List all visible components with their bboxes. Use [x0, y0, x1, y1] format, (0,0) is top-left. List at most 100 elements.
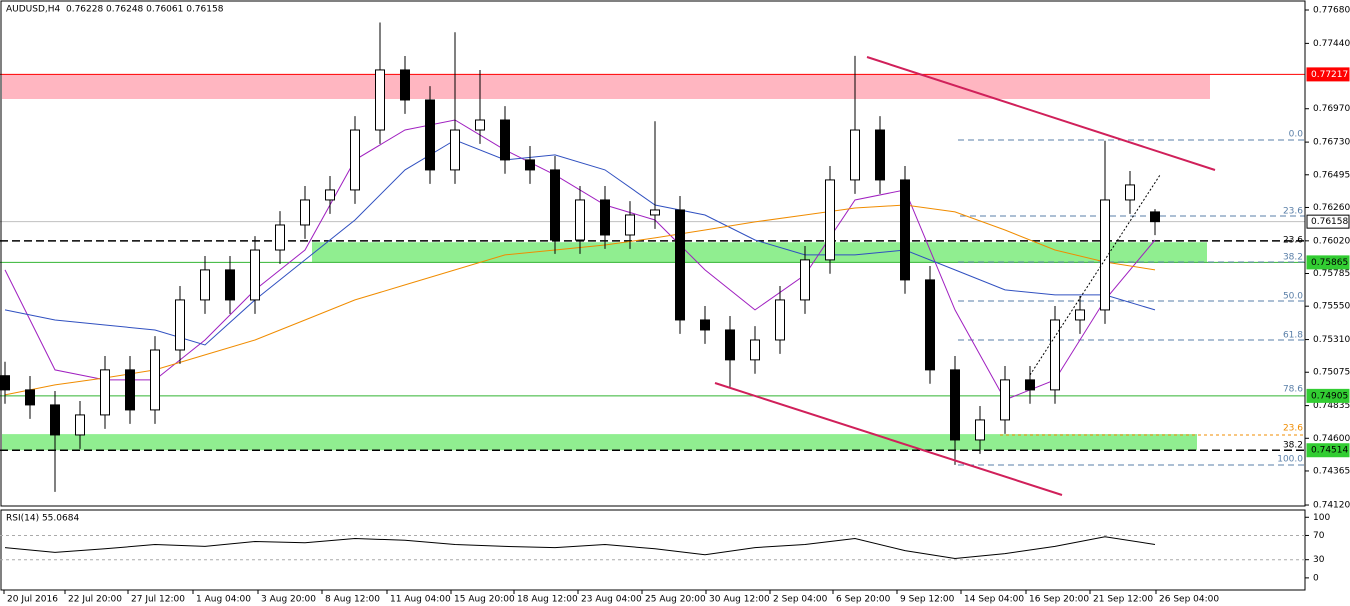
- candle-body: [850, 129, 860, 181]
- rsi-frame: [0, 509, 1306, 591]
- time-axis: 20 Jul 2016 22 Jul 20:00 27 Jul 12:00 1 Aug…: [3, 590, 1219, 605]
- rsi-tick-label: 70: [1313, 531, 1325, 541]
- candle-body: [425, 99, 435, 171]
- fib-label: 23.6: [1283, 424, 1303, 434]
- price-label-box: [1306, 388, 1350, 403]
- y-tick-label: 0.76020: [1313, 236, 1350, 246]
- fib-label: 78.6: [1283, 385, 1303, 395]
- candle-body: [300, 199, 310, 226]
- candle-body: [800, 259, 810, 301]
- fib-label: 50.0: [1283, 292, 1303, 302]
- candle-body: [100, 369, 110, 416]
- price-labels: 0.77217 0.76158 0.75865 0.74905 0.74514: [1306, 67, 1350, 458]
- zone: [2, 434, 1197, 451]
- y-tick-label: 0.75785: [1313, 269, 1350, 279]
- candle-body: [925, 279, 935, 371]
- candle-body: [50, 404, 60, 436]
- fibonacci: [958, 139, 1305, 466]
- candle-body: [225, 269, 235, 301]
- y-tick-label: 0.77440: [1313, 39, 1350, 49]
- x-tick-label: 3 Aug 20:00: [261, 595, 316, 605]
- x-tick-label: 14 Sep 04:00: [964, 595, 1024, 605]
- candle-body: [475, 119, 485, 131]
- chart-title: AUDUSD,H4 0.76228 0.76248 0.76061 0.7615…: [6, 5, 224, 15]
- rsi-title: RSI(14) 55.0684: [6, 514, 79, 524]
- y-tick-label: 0.76260: [1313, 203, 1350, 213]
- main-frame: [0, 0, 1306, 507]
- candle-body: [175, 299, 185, 351]
- candle-body: [700, 319, 710, 331]
- candle-body: [275, 224, 285, 251]
- x-tick-label: 30 Aug 12:00: [709, 595, 770, 605]
- levels: [0, 73, 1305, 451]
- candle-body: [1000, 379, 1010, 421]
- candle-body: [200, 269, 210, 301]
- candle-body: [900, 179, 910, 281]
- x-tick-label: 16 Sep 20:00: [1029, 595, 1089, 605]
- candle-body: [625, 214, 635, 236]
- candle-body: [675, 209, 685, 321]
- trend-line: [866, 56, 1216, 171]
- candle-body: [1050, 319, 1060, 391]
- price-label: 0.76158: [1311, 217, 1348, 227]
- candle-body: [125, 369, 135, 411]
- candle-body: [975, 419, 985, 441]
- price-label-box: [1306, 443, 1350, 458]
- rsi-panel: 100 70 30 0: [0, 513, 1330, 583]
- x-tick-label: 25 Aug 20:00: [645, 595, 706, 605]
- x-tick-label: 20 Jul 2016: [7, 595, 58, 605]
- candle-body: [550, 169, 560, 241]
- x-tick-label: 15 Aug 20:00: [454, 595, 515, 605]
- candle-body: [1075, 309, 1085, 321]
- x-tick-label: 27 Jul 12:00: [131, 595, 185, 605]
- candle-body: [325, 189, 335, 201]
- y-tick-label: 0.75550: [1313, 302, 1350, 312]
- price-label-box: [1306, 214, 1350, 229]
- fib-label: 61.8: [1283, 331, 1303, 341]
- zone: [2, 74, 1210, 100]
- candle-body: [25, 389, 35, 406]
- y-tick-label: 0.74835: [1313, 401, 1350, 411]
- candles: [0, 22, 1160, 492]
- candle-body: [250, 249, 260, 301]
- x-tick-label: 11 Aug 04:00: [390, 595, 451, 605]
- fib-label: 38.2: [1283, 253, 1303, 263]
- fib-label: 38.2: [1283, 441, 1303, 451]
- y-tick-label: 0.75075: [1313, 368, 1350, 378]
- candle-body: [950, 369, 960, 441]
- x-tick-label: 21 Sep 12:00: [1093, 595, 1153, 605]
- candle-body: [600, 199, 610, 236]
- candle-body: [350, 129, 360, 191]
- x-tick-label: 1 Aug 04:00: [196, 595, 251, 605]
- price-label-box: [1306, 67, 1350, 82]
- price-label-box: [1306, 255, 1350, 270]
- x-tick-label: 6 Sep 20:00: [836, 595, 891, 605]
- y-tick-label: 0.74365: [1313, 466, 1350, 476]
- y-tick-label: 0.77680: [1313, 6, 1350, 16]
- candle-body: [500, 119, 510, 161]
- candle-body: [825, 179, 835, 261]
- fib-label: 23.6: [1283, 236, 1303, 246]
- rsi-tick-label: 100: [1313, 513, 1330, 523]
- price-label: 0.77217: [1311, 70, 1348, 80]
- rsi-tick-label: 30: [1313, 555, 1325, 565]
- price-label: 0.75865: [1311, 258, 1348, 268]
- candle-body: [650, 209, 660, 216]
- candle-body: [1125, 184, 1135, 201]
- candle-body: [375, 69, 385, 131]
- candle-body: [150, 349, 160, 411]
- candle-body: [575, 199, 585, 241]
- fib-labels: 0.0 23.6 38.2 50.0 61.8 78.6 100.0 23.6 …: [1277, 130, 1303, 465]
- candle-body: [400, 69, 410, 101]
- candle-body: [1100, 199, 1110, 311]
- x-tick-label: 8 Aug 12:00: [325, 595, 380, 605]
- x-tick-label: 22 Jul 20:00: [68, 595, 122, 605]
- rsi-tick-label: 0: [1313, 573, 1319, 583]
- x-tick-label: 9 Sep 12:00: [900, 595, 955, 605]
- candle-body: [725, 329, 735, 361]
- candle-body: [775, 299, 785, 341]
- x-tick-label: 18 Aug 12:00: [517, 595, 578, 605]
- price-label: 0.74514: [1311, 446, 1348, 456]
